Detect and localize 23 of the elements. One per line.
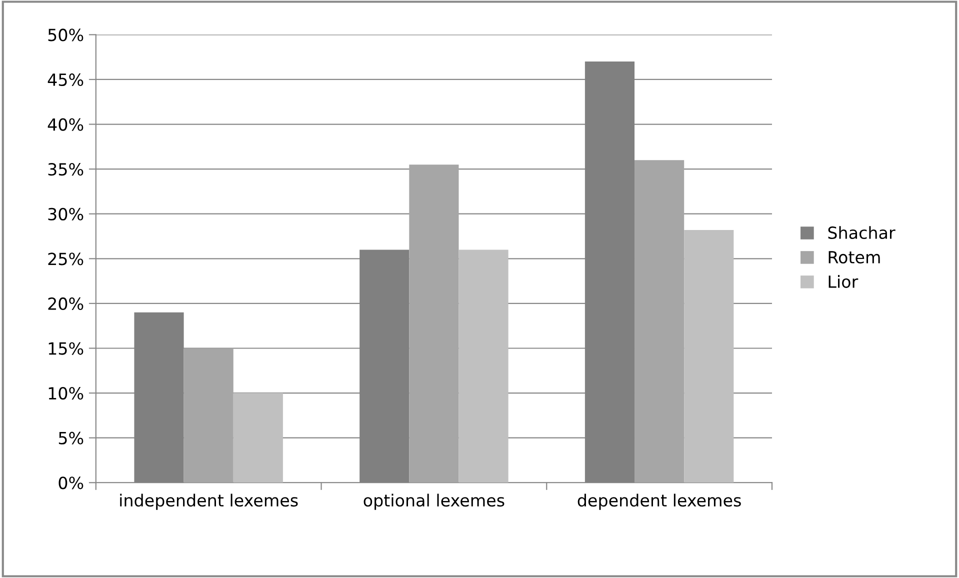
legend-label: Lior [828,275,858,288]
bar [634,160,684,483]
y-tick-label: 40% [48,118,84,131]
y-tick-label: 25% [48,252,84,266]
x-tick-label: dependent lexemes [578,494,741,510]
bar [458,250,508,483]
y-tick-label: 5% [58,432,84,444]
y-tick-label: 10% [48,387,84,400]
y-tick-label: 20% [48,297,84,310]
x-tick-label: optional lexemes [364,494,504,510]
bar [233,393,283,483]
legend-label: Shachar [828,226,896,240]
bar [684,230,734,483]
y-tick-label: 15% [48,342,84,355]
bar [184,348,234,483]
legend-label: Rotem [828,251,880,264]
y-tick-label: 50% [48,28,84,42]
y-tick-label: 45% [48,73,84,86]
y-tick-label: 30% [48,208,84,220]
y-tick-label: 0% [58,476,84,490]
y-tick-label: 35% [48,163,84,176]
x-tick-label: independent lexemes [120,494,298,510]
bar [409,164,459,483]
